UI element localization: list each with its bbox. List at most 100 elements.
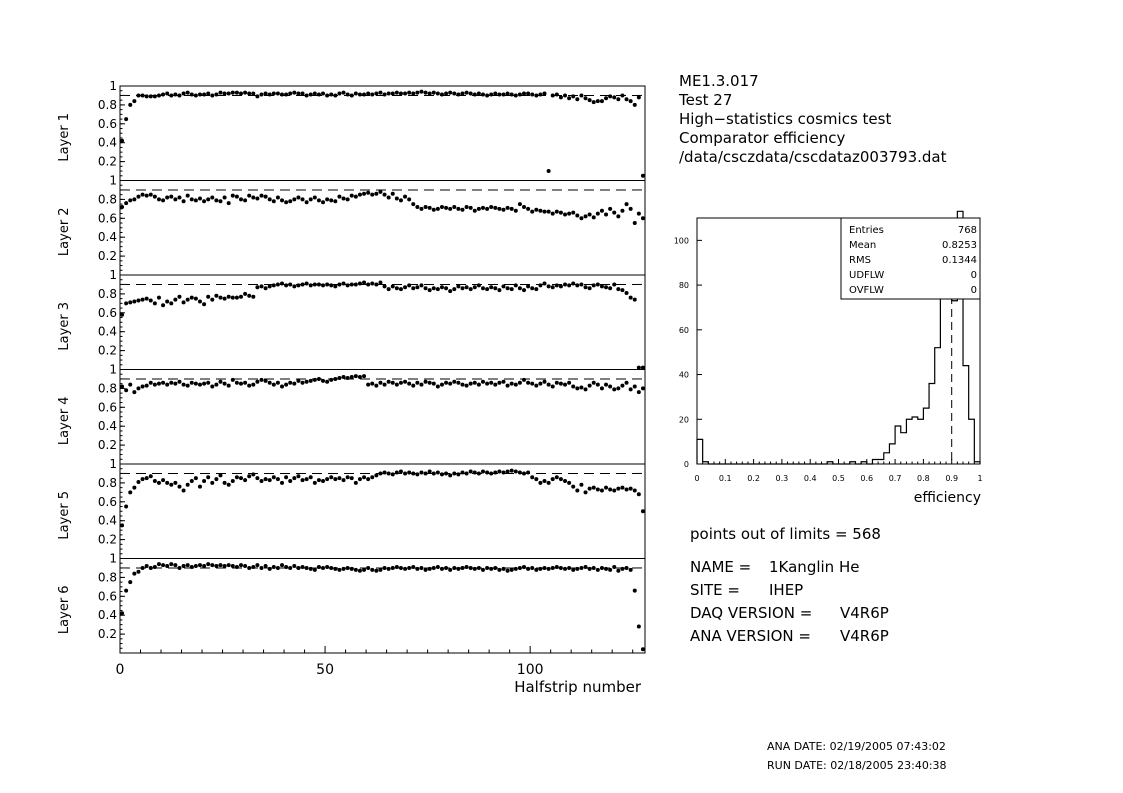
data-point bbox=[197, 484, 202, 489]
data-point bbox=[308, 566, 313, 571]
hist-y-tick-label: 80 bbox=[679, 281, 689, 290]
data-point bbox=[415, 204, 420, 209]
data-point bbox=[599, 488, 604, 493]
data-point bbox=[267, 380, 272, 385]
data-point bbox=[546, 209, 551, 214]
site-row: SITE = IHEP bbox=[690, 579, 889, 602]
data-point bbox=[493, 286, 498, 291]
data-point bbox=[407, 197, 412, 202]
y-tick-label: 0.8 bbox=[98, 381, 117, 395]
data-point bbox=[300, 565, 305, 570]
data-point bbox=[362, 374, 367, 379]
data-point bbox=[271, 283, 276, 288]
data-point bbox=[247, 383, 252, 388]
data-point bbox=[353, 282, 358, 287]
data-point bbox=[357, 568, 362, 573]
stats-value: 0 bbox=[971, 270, 977, 281]
data-point bbox=[382, 92, 387, 97]
data-point bbox=[595, 282, 600, 287]
data-point bbox=[452, 287, 457, 292]
stats-label: RMS bbox=[849, 255, 871, 266]
data-point bbox=[275, 380, 280, 385]
name-value: 1Kanglin He bbox=[769, 558, 860, 576]
data-point bbox=[308, 475, 313, 480]
data-point bbox=[616, 486, 621, 491]
data-point bbox=[571, 384, 576, 389]
data-point bbox=[640, 509, 645, 514]
data-point bbox=[312, 91, 317, 96]
data-point bbox=[148, 192, 153, 197]
data-point bbox=[238, 381, 243, 386]
data-point bbox=[341, 281, 346, 286]
run-date-row: RUN DATE: 02/18/2005 23:40:38 bbox=[767, 756, 947, 775]
data-point bbox=[468, 469, 473, 474]
data-point bbox=[280, 281, 285, 286]
data-point bbox=[419, 565, 424, 570]
data-point bbox=[136, 298, 141, 303]
data-point bbox=[333, 199, 338, 204]
data-point bbox=[284, 475, 289, 480]
data-point bbox=[604, 285, 609, 290]
y-tick-label: 0.4 bbox=[98, 230, 117, 244]
data-point bbox=[563, 212, 568, 217]
data-point bbox=[448, 90, 453, 95]
data-point bbox=[571, 94, 576, 99]
data-point bbox=[522, 288, 527, 293]
data-point bbox=[575, 386, 580, 391]
data-point bbox=[390, 191, 395, 196]
y-tick-label: 0.2 bbox=[98, 344, 117, 358]
data-point bbox=[427, 91, 432, 96]
data-point bbox=[263, 477, 268, 482]
data-point bbox=[534, 207, 539, 212]
data-point bbox=[185, 563, 190, 568]
data-point bbox=[567, 283, 572, 288]
data-point bbox=[517, 286, 522, 291]
data-point bbox=[197, 382, 202, 387]
data-point bbox=[173, 92, 178, 97]
run-date-value: 02/18/2005 23:40:38 bbox=[830, 759, 947, 772]
data-point bbox=[403, 285, 408, 290]
data-point bbox=[526, 91, 531, 96]
data-point bbox=[480, 286, 485, 291]
data-point bbox=[193, 476, 198, 481]
data-point bbox=[423, 471, 428, 476]
data-point bbox=[628, 295, 633, 300]
data-point bbox=[152, 94, 157, 99]
data-point bbox=[226, 91, 231, 96]
data-point bbox=[370, 192, 375, 197]
data-point bbox=[489, 92, 494, 97]
data-point bbox=[485, 381, 490, 386]
data-point bbox=[292, 564, 297, 569]
data-point bbox=[431, 565, 436, 570]
data-point bbox=[349, 476, 354, 481]
data-point bbox=[263, 378, 268, 383]
data-point bbox=[185, 383, 190, 388]
data-point bbox=[284, 283, 289, 288]
data-point bbox=[476, 283, 481, 288]
data-point bbox=[366, 565, 371, 570]
data-point bbox=[382, 470, 387, 475]
data-point bbox=[419, 206, 424, 211]
data-point bbox=[349, 282, 354, 287]
data-point bbox=[243, 478, 248, 483]
data-point bbox=[538, 480, 543, 485]
data-point bbox=[345, 92, 350, 97]
data-point bbox=[513, 382, 518, 387]
y-tick-label: 0.8 bbox=[98, 192, 117, 206]
data-point bbox=[341, 90, 346, 95]
data-point bbox=[263, 194, 268, 199]
data-point bbox=[583, 565, 588, 570]
data-point bbox=[210, 384, 215, 389]
data-point bbox=[325, 282, 330, 287]
data-point bbox=[571, 281, 576, 286]
data-point bbox=[460, 382, 465, 387]
data-point bbox=[620, 288, 625, 293]
data-point bbox=[599, 565, 604, 570]
data-point bbox=[567, 480, 572, 485]
data-point bbox=[214, 293, 219, 298]
data-point bbox=[534, 567, 539, 572]
data-point bbox=[288, 380, 293, 385]
data-point bbox=[587, 212, 592, 217]
data-point bbox=[226, 482, 231, 487]
